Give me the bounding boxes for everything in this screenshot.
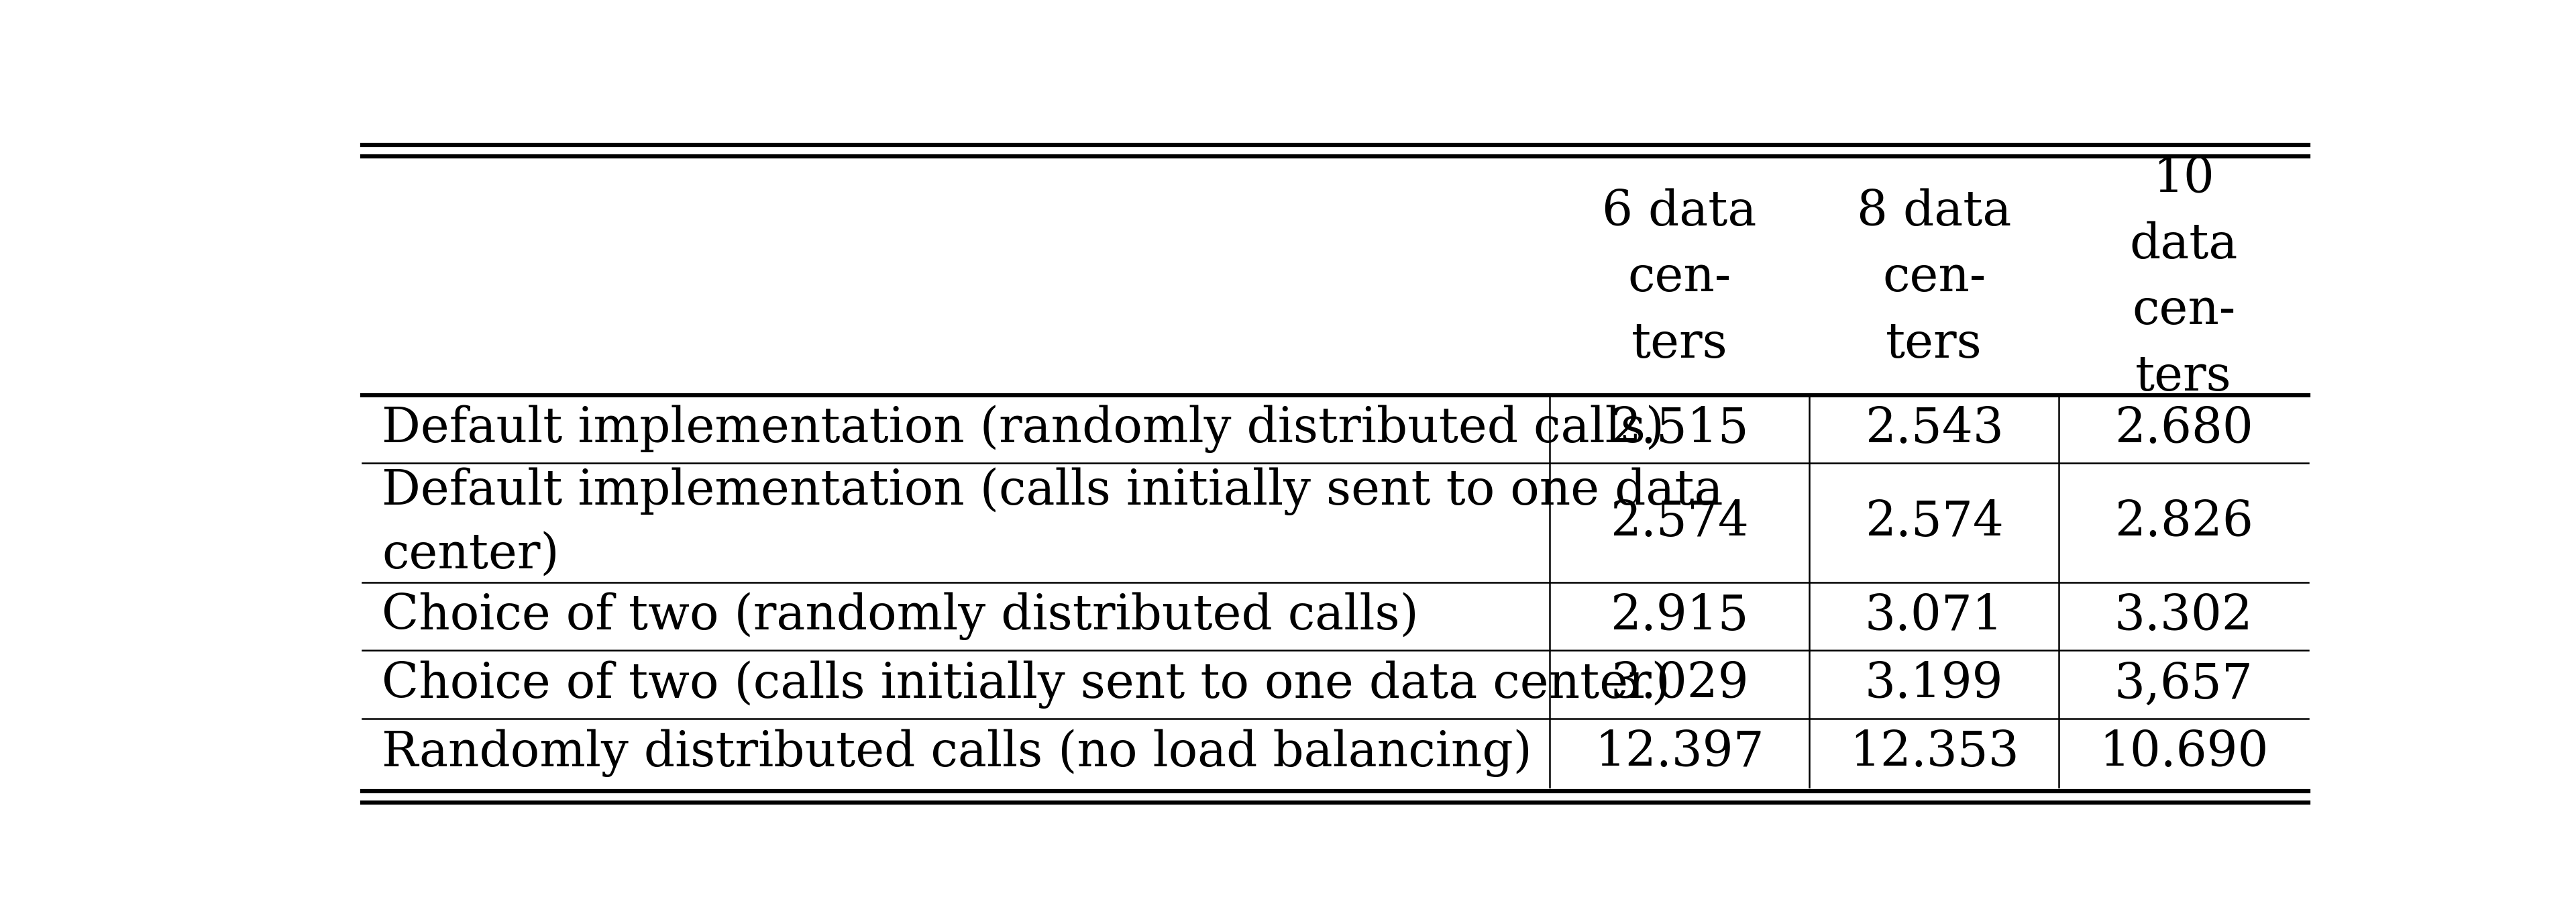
Text: 3.199: 3.199 [1865, 661, 2004, 708]
Text: 6 data
cen-
ters: 6 data cen- ters [1602, 188, 1757, 368]
Text: 10.690: 10.690 [2099, 729, 2269, 776]
Text: Choice of two (randomly distributed calls): Choice of two (randomly distributed call… [381, 592, 1419, 640]
Text: Choice of two (calls initially sent to one data center): Choice of two (calls initially sent to o… [381, 661, 1669, 709]
Text: 12.397: 12.397 [1595, 729, 1765, 776]
Text: 2.680: 2.680 [2115, 406, 2254, 453]
Text: 3,657: 3,657 [2115, 661, 2254, 708]
Text: Default implementation (randomly distributed calls): Default implementation (randomly distrib… [381, 405, 1664, 453]
Text: 2.543: 2.543 [1865, 406, 2004, 453]
Text: Default implementation (calls initially sent to one data
center): Default implementation (calls initially … [381, 468, 1723, 578]
Text: 10
data
cen-
ters: 10 data cen- ters [2130, 155, 2239, 400]
Text: 3.071: 3.071 [1865, 593, 2004, 640]
Text: 12.353: 12.353 [1850, 729, 2020, 776]
Text: 2.515: 2.515 [1610, 406, 1749, 453]
Text: 8 data
cen-
ters: 8 data cen- ters [1857, 188, 2012, 368]
Text: Randomly distributed calls (no load balancing): Randomly distributed calls (no load bala… [381, 729, 1533, 777]
Text: 2.826: 2.826 [2115, 499, 2254, 546]
Text: 2.574: 2.574 [1610, 499, 1749, 546]
Text: 2.574: 2.574 [1865, 499, 2004, 546]
Text: 2.915: 2.915 [1610, 593, 1749, 640]
Text: 3.029: 3.029 [1610, 661, 1749, 708]
Text: 3.302: 3.302 [2115, 593, 2254, 640]
